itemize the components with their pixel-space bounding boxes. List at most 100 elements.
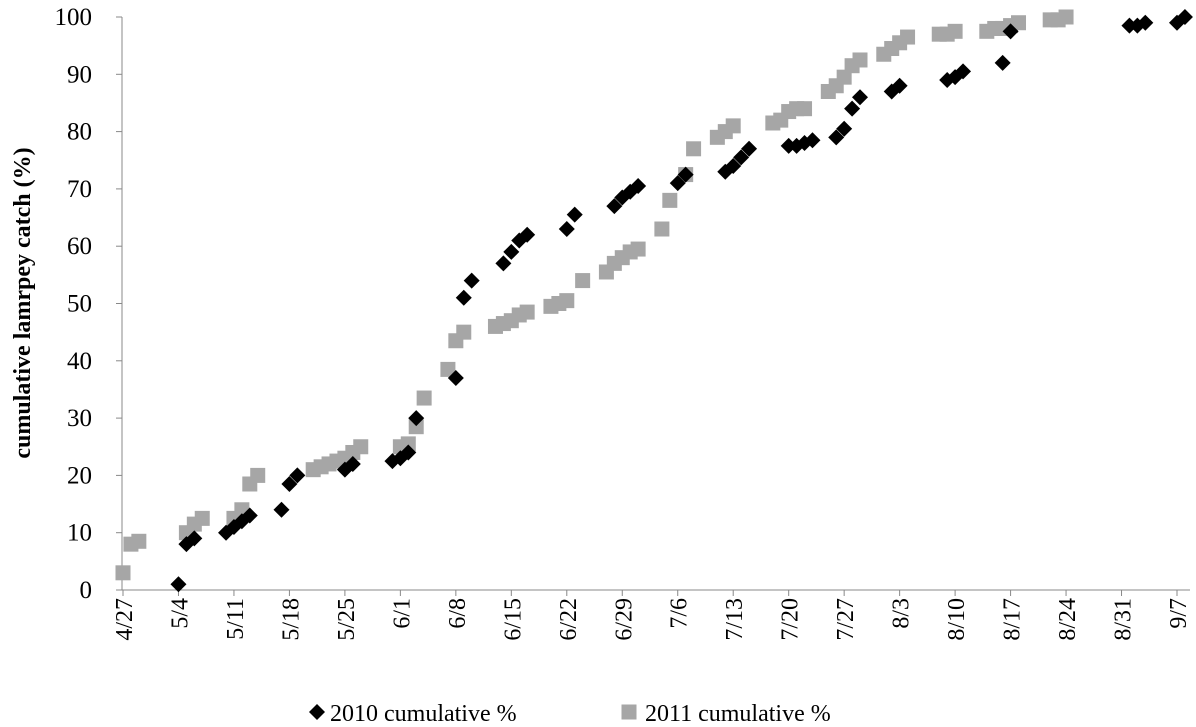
data-point-2011 bbox=[250, 467, 266, 483]
data-point-2010 bbox=[994, 54, 1011, 71]
data-point-2010 bbox=[281, 475, 298, 492]
data-point-2010 bbox=[955, 63, 972, 80]
data-point-2010 bbox=[289, 467, 306, 484]
data-point-2011 bbox=[1058, 9, 1074, 25]
data-point-2011 bbox=[1011, 15, 1027, 31]
y-tick-label: 10 bbox=[67, 520, 92, 547]
data-point-2010 bbox=[606, 198, 623, 215]
y-tick-label: 30 bbox=[67, 405, 92, 432]
x-tick-label: 9/7 bbox=[1166, 598, 1192, 629]
data-point-2011 bbox=[194, 510, 210, 526]
y-tick-label: 20 bbox=[67, 462, 92, 489]
data-point-2010 bbox=[455, 289, 472, 306]
x-tick-label: 5/11 bbox=[223, 598, 249, 640]
legend-label-2011: 2011 cumulative % bbox=[645, 701, 831, 727]
data-point-2011 bbox=[440, 361, 456, 377]
x-tick-label: 5/18 bbox=[278, 598, 304, 641]
data-point-2011 bbox=[575, 273, 591, 289]
data-point-2011 bbox=[400, 436, 416, 452]
y-tick-label: 80 bbox=[67, 119, 92, 146]
y-tick-label: 90 bbox=[67, 61, 92, 88]
legend: 2010 cumulative % 2011 cumulative % bbox=[309, 701, 831, 727]
data-point-2010 bbox=[891, 77, 908, 94]
x-tick-label: 6/29 bbox=[611, 598, 637, 641]
x-tick-label: 7/20 bbox=[778, 598, 804, 641]
data-point-2011 bbox=[947, 23, 963, 39]
data-point-2011 bbox=[852, 52, 868, 68]
x-tick-label: 6/8 bbox=[445, 598, 471, 629]
data-point-2011 bbox=[353, 439, 369, 455]
data-point-2010 bbox=[733, 149, 750, 166]
data-point-2010 bbox=[170, 576, 187, 593]
data-point-2011 bbox=[408, 419, 424, 435]
y-tick-label: 40 bbox=[67, 348, 92, 375]
data-point-2011 bbox=[900, 29, 916, 45]
y-axis-label: cumulative lamrpey catch (%) bbox=[10, 147, 36, 458]
x-tick-label: 8/31 bbox=[1111, 598, 1137, 641]
x-tick-label: 8/24 bbox=[1055, 598, 1081, 641]
data-point-2010 bbox=[408, 410, 425, 427]
data-point-2010 bbox=[1137, 14, 1154, 31]
data-point-2010 bbox=[741, 140, 758, 157]
data-point-2010 bbox=[630, 178, 647, 195]
x-tick-label: 7/27 bbox=[833, 598, 859, 641]
data-point-2011 bbox=[519, 304, 535, 320]
data-point-2011 bbox=[115, 565, 131, 581]
data-point-2010 bbox=[186, 530, 203, 547]
x-tick-label: 6/15 bbox=[500, 598, 526, 641]
x-tick-label: 8/10 bbox=[944, 598, 970, 641]
legend-item-2011: 2011 cumulative % bbox=[621, 701, 831, 727]
data-point-2010 bbox=[669, 175, 686, 192]
legend-item-2010: 2010 cumulative % bbox=[309, 701, 517, 727]
y-axis-ticks: 0 10 20 30 40 50 60 70 80 90 100 bbox=[55, 4, 122, 604]
data-point-2011 bbox=[456, 324, 472, 340]
data-point-2011 bbox=[630, 241, 646, 257]
data-point-2011 bbox=[131, 533, 147, 549]
legend-label-2010: 2010 cumulative % bbox=[330, 701, 517, 727]
data-point-2010 bbox=[1002, 23, 1019, 40]
data-point-2010 bbox=[400, 444, 417, 461]
x-tick-label: 6/1 bbox=[389, 598, 415, 629]
data-point-2010 bbox=[273, 501, 290, 518]
x-tick-label: 7/13 bbox=[722, 598, 748, 641]
y-tick-label: 50 bbox=[67, 291, 92, 318]
x-tick-label: 7/6 bbox=[667, 598, 693, 629]
x-tick-label: 5/4 bbox=[167, 598, 193, 629]
data-point-2011 bbox=[662, 192, 678, 208]
data-point-2011 bbox=[797, 101, 813, 117]
series-layer bbox=[115, 9, 1193, 593]
x-tick-label: 8/3 bbox=[889, 598, 915, 629]
series-2011 bbox=[115, 9, 1074, 581]
data-point-2010 bbox=[804, 132, 821, 149]
data-point-2010 bbox=[1176, 9, 1193, 25]
data-point-2011 bbox=[725, 118, 741, 134]
x-tick-label: 5/25 bbox=[334, 598, 360, 641]
y-tick-label: 0 bbox=[80, 577, 93, 604]
data-point-2010 bbox=[447, 369, 464, 386]
y-tick-label: 100 bbox=[55, 4, 93, 31]
data-point-2010 bbox=[463, 272, 480, 289]
data-point-2010 bbox=[558, 221, 575, 238]
data-point-2010 bbox=[519, 226, 536, 243]
x-tick-label: 4/27 bbox=[112, 598, 138, 641]
legend-marker-2010 bbox=[309, 704, 325, 720]
data-point-2010 bbox=[836, 120, 853, 137]
data-point-2011 bbox=[416, 390, 432, 406]
data-point-2011 bbox=[836, 69, 852, 85]
data-point-2010 bbox=[241, 507, 258, 524]
data-point-2011 bbox=[559, 293, 575, 309]
data-point-2010 bbox=[844, 100, 861, 117]
data-point-2010 bbox=[852, 89, 869, 106]
y-tick-label: 70 bbox=[67, 176, 92, 203]
legend-marker-2011 bbox=[621, 704, 637, 720]
data-point-2010 bbox=[725, 157, 742, 174]
data-point-2010 bbox=[828, 129, 845, 146]
data-point-2010 bbox=[677, 166, 694, 183]
series-2010 bbox=[170, 9, 1193, 593]
data-point-2010 bbox=[495, 255, 512, 272]
x-tick-label: 6/22 bbox=[556, 598, 582, 641]
y-tick-label: 60 bbox=[67, 233, 92, 260]
data-point-2011 bbox=[686, 141, 702, 157]
data-point-2010 bbox=[566, 206, 583, 223]
